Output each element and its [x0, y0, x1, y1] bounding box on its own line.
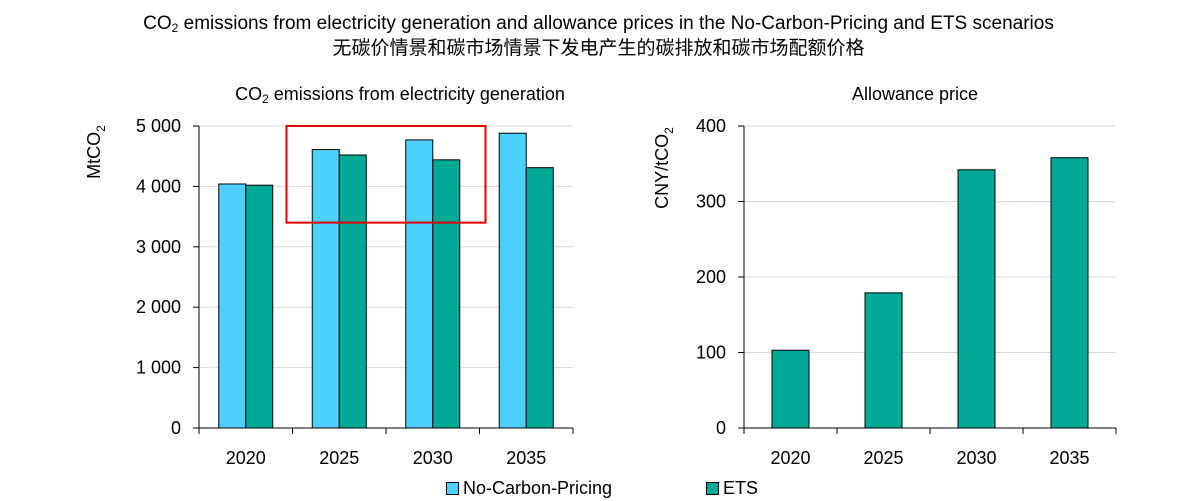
legend-swatch-no-carbon [446, 482, 459, 495]
emissions-bar-no-carbon-pricing-2035 [498, 132, 527, 429]
price-xtick-label: 2025 [863, 448, 903, 468]
emissions-y-axis-label: MtCO2 [84, 125, 108, 179]
price-xtick-label: 2030 [956, 448, 996, 468]
chart-title-english: CO2 emissions from electricity generatio… [143, 13, 1054, 35]
price-ytick-label: 100 [696, 343, 726, 363]
price-ytick-label: 0 [716, 418, 726, 438]
emissions-ytick-label: 3 000 [136, 237, 181, 257]
emissions-bar-no-carbon-pricing-2030 [405, 139, 434, 429]
emissions-bar-no-carbon-pricing-2020 [218, 183, 247, 429]
price-xtick-label: 2035 [1049, 448, 1089, 468]
price-bar-ets-2030 [957, 169, 996, 429]
emissions-xtick-label: 2025 [319, 448, 359, 468]
price-bar-ets-2035 [1050, 157, 1089, 429]
highlight-box [285, 125, 487, 224]
legend-item-ets: ETS [706, 478, 758, 499]
emissions-bar-ets-2020 [245, 184, 274, 429]
emissions-xtick-label: 2030 [413, 448, 453, 468]
emissions-panel-title: CO2 emissions from electricity generatio… [235, 84, 565, 106]
price-bar-ets-2025 [864, 292, 903, 429]
price-ytick-label: 300 [696, 192, 726, 212]
price-ytick-label: 200 [696, 267, 726, 287]
emissions-ytick-label: 2 000 [136, 297, 181, 317]
emissions-xtick-label: 2035 [506, 448, 546, 468]
emissions-bar-no-carbon-pricing-2025 [311, 149, 340, 429]
legend-swatch-ets [706, 482, 719, 495]
price-panel-title: Allowance price [851, 84, 979, 104]
emissions-ytick-label: 0 [171, 418, 181, 438]
emissions-xtick-label: 2020 [226, 448, 266, 468]
emissions-bar-ets-2030 [432, 159, 461, 429]
emissions-ytick-label: 4 000 [136, 176, 181, 196]
emissions-bar-ets-2025 [338, 154, 367, 429]
emissions-ytick-label: 1 000 [136, 358, 181, 378]
legend-label-no-carbon: No-Carbon-Pricing [463, 478, 613, 498]
price-y-axis-label: CNY/tCO2 [652, 127, 676, 209]
price-ytick-label: 400 [696, 116, 726, 136]
chart-title-chinese: 无碳价情景和碳市场情景下发电产生的碳排放和碳市场配额价格 [332, 38, 865, 59]
legend-label-ets: ETS [723, 478, 759, 498]
emissions-bar-ets-2035 [525, 167, 554, 429]
price-xtick-label: 2020 [770, 448, 810, 468]
legend-item-no-carbon: No-Carbon-Pricing [446, 478, 612, 499]
price-bar-ets-2020 [771, 349, 810, 429]
emissions-ytick-label: 5 000 [136, 116, 181, 136]
